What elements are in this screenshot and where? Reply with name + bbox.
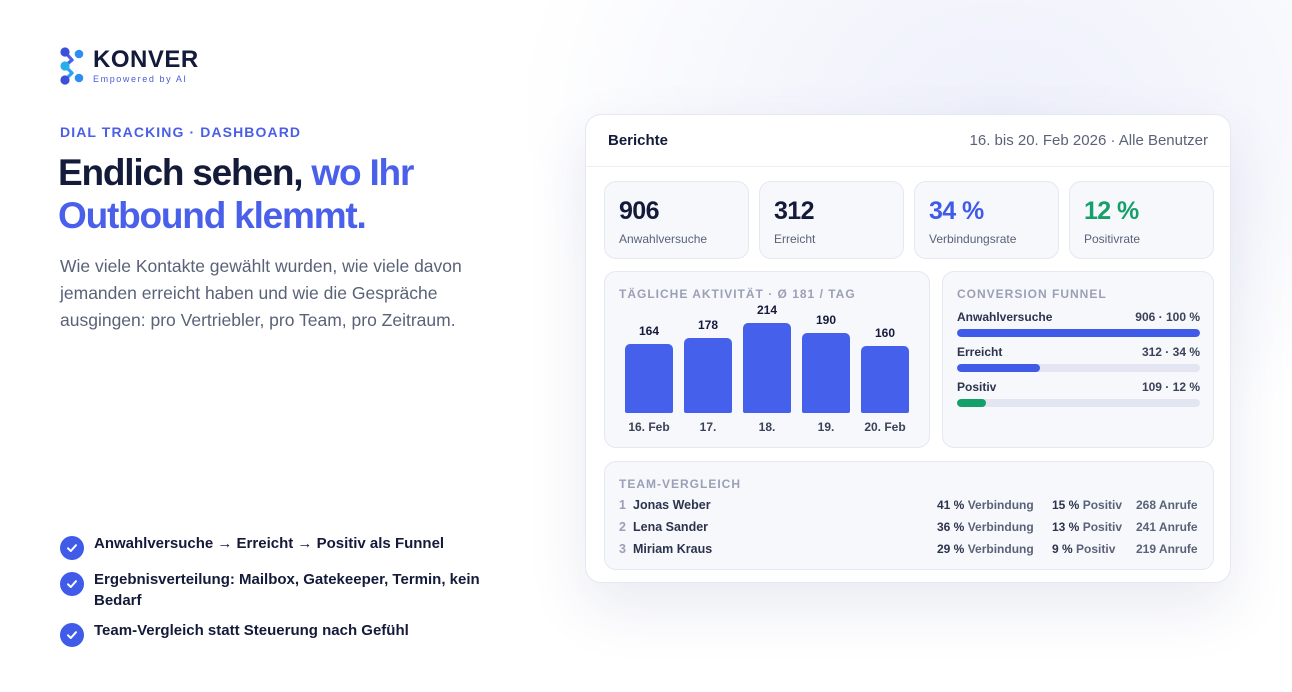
team-row[interactable]: 1 Jonas Weber 41 % Verbindung 15 % Posit…: [619, 498, 1203, 516]
team-rank: 2: [619, 520, 626, 534]
conversion-funnel-panel: CONVERSION FUNNEL Anwahlversuche 906 · 10…: [942, 271, 1214, 448]
bar-group: 214 18.: [743, 272, 791, 434]
eyebrow: DIAL TRACKING · DASHBOARD: [60, 124, 302, 140]
feature-text: Anwahlversuche → Erreicht → Positiv als …: [94, 535, 445, 552]
bar-value-label: 160: [874, 326, 896, 340]
brand-tagline: Empowered by AI: [93, 74, 188, 84]
team-connection-rate: 29 % Verbindung: [937, 542, 1034, 556]
bar-value-label: 178: [697, 318, 719, 332]
feature-item: Team-Vergleich statt Steuerung nach Gefü…: [60, 620, 520, 647]
team-rank: 1: [619, 498, 626, 512]
funnel-value: 109 · 12 %: [1141, 380, 1200, 394]
team-row[interactable]: 3 Miriam Kraus 29 % Verbindung 9 % Posit…: [619, 542, 1203, 560]
bar-value-label: 164: [638, 324, 660, 338]
konver-logo-icon: [60, 47, 84, 85]
dashboard-card: Berichte 16. bis 20. Feb 2026 · Alle Ben…: [585, 114, 1231, 583]
funnel-row: Erreicht 312 · 34 %: [957, 345, 1200, 372]
kpi-value: 906: [619, 197, 660, 225]
daily-activity-chart: 164 16. Feb 178 17. 214 18. 190 19. 160 20. Feb: [605, 272, 931, 449]
funnel-title: CONVERSION FUNNEL: [957, 287, 1107, 301]
feature-text: Team-Vergleich statt Steuerung nach Gefü…: [94, 622, 409, 639]
team-member-name: Miriam Kraus: [633, 542, 713, 556]
activity-bar[interactable]: [684, 338, 732, 413]
team-member-name: Lena Sander: [633, 520, 709, 534]
funnel-value: 906 · 100 %: [1135, 310, 1200, 324]
funnel-label: Erreicht: [957, 345, 1003, 359]
funnel-value: 312 · 34 %: [1141, 345, 1200, 359]
funnel-label: Positiv: [957, 380, 997, 394]
funnel-bar: [957, 329, 1200, 337]
feature-text: Ergebnisverteilung: Mailbox, Gatekeeper,…: [94, 571, 480, 609]
bar-group: 178 17.: [684, 272, 732, 434]
funnel-track: [957, 399, 1200, 407]
funnel-track: [957, 329, 1200, 337]
kpi-reached: 312 Erreicht: [759, 181, 904, 259]
team-title: TEAM-VERGLEICH: [619, 477, 741, 491]
team-positive-rate: 9 % Positiv: [1052, 542, 1116, 556]
funnel-label: Anwahlversuche: [957, 310, 1053, 324]
team-connection-rate: 41 % Verbindung: [937, 498, 1034, 512]
brand-name: KONVER: [93, 46, 199, 73]
team-rank: 3: [619, 542, 626, 556]
headline: Endlich sehen, wo Ihr Outbound klemmt.: [58, 151, 528, 237]
kpi-label: Erreicht: [774, 232, 816, 246]
kpi-connection-rate: 34 % Verbindungsrate: [914, 181, 1059, 259]
funnel-row: Anwahlversuche 906 · 100 %: [957, 310, 1200, 337]
kpi-label: Verbindungsrate: [929, 232, 1017, 246]
team-calls: 241 Anrufe: [1136, 520, 1198, 534]
check-circle-icon: [60, 623, 84, 647]
team-positive-rate: 13 % Positiv: [1052, 520, 1123, 534]
report-date-range[interactable]: 16. bis 20. Feb 2026 · Alle Benutzer: [969, 132, 1208, 149]
bar-group: 164 16. Feb: [625, 272, 673, 434]
funnel-bar: [957, 364, 1040, 372]
kpi-positive-rate: 12 % Positivrate: [1069, 181, 1214, 259]
kpi-label: Anwahlversuche: [619, 232, 708, 246]
activity-bar[interactable]: [625, 344, 673, 413]
kpi-value: 312: [774, 197, 815, 225]
team-connection-rate: 36 % Verbindung: [937, 520, 1034, 534]
card-header: Berichte 16. bis 20. Feb 2026 · Alle Ben…: [586, 115, 1230, 167]
kpi-row: 906 Anwahlversuche 312 Erreicht 34 % Ver…: [604, 181, 1214, 259]
bar-category-label: 19.: [817, 420, 835, 434]
activity-bar[interactable]: [861, 346, 909, 413]
team-row[interactable]: 2 Lena Sander 36 % Verbindung 13 % Posit…: [619, 520, 1203, 538]
headline-accent: wo Ihr Outbound klemmt.: [58, 152, 414, 236]
kpi-value: 34 %: [929, 197, 984, 225]
feature-item: Anwahlversuche → Erreicht → Positiv als …: [60, 533, 520, 560]
feature-list: Anwahlversuche → Erreicht → Positiv als …: [60, 533, 520, 656]
intro-text: Wie viele Kontakte gewählt wurden, wie v…: [60, 256, 462, 330]
headline-dark: Endlich sehen,: [58, 152, 312, 193]
bar-group: 160 20. Feb: [861, 272, 909, 434]
kpi-value: 12 %: [1084, 197, 1139, 225]
team-calls: 268 Anrufe: [1136, 498, 1198, 512]
bar-category-label: 20. Feb: [864, 420, 906, 434]
activity-bar[interactable]: [802, 333, 850, 413]
team-calls: 219 Anrufe: [1136, 542, 1198, 556]
report-title: Berichte: [608, 132, 669, 149]
bar-value-label: 214: [756, 303, 778, 317]
kpi-dial-attempts: 906 Anwahlversuche: [604, 181, 749, 259]
daily-activity-panel: 164 16. Feb 178 17. 214 18. 190 19. 160 20. Feb T…: [604, 271, 930, 448]
bar-category-label: 17.: [699, 420, 717, 434]
activity-bar[interactable]: [743, 323, 791, 413]
check-circle-icon: [60, 536, 84, 560]
team-positive-rate: 15 % Positiv: [1052, 498, 1123, 512]
bar-category-label: 18.: [758, 420, 776, 434]
bar-group: 190 19.: [802, 272, 850, 434]
team-comparison-panel: TEAM-VERGLEICH 1 Jonas Weber 41 % Verbin…: [604, 461, 1214, 570]
funnel-row: Positiv 109 · 12 %: [957, 380, 1200, 407]
funnel-track: [957, 364, 1200, 372]
funnel-bar: [957, 399, 987, 407]
team-member-name: Jonas Weber: [633, 498, 711, 512]
brand-logo: KONVER Empowered by AI: [59, 46, 199, 86]
kpi-label: Positivrate: [1084, 232, 1141, 246]
bar-category-label: 16. Feb: [628, 420, 670, 434]
check-circle-icon: [60, 572, 84, 596]
activity-title: TÄGLICHE AKTIVITÄT · Ø 181 / TAG: [619, 287, 856, 301]
bar-value-label: 190: [815, 313, 837, 327]
feature-item: Ergebnisverteilung: Mailbox, Gatekeeper,…: [60, 569, 520, 611]
